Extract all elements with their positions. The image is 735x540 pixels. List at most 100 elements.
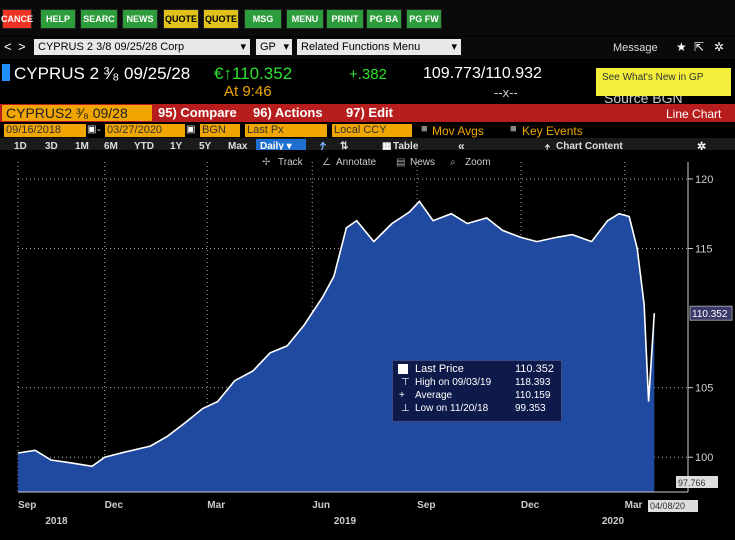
chart-toolbar: CYPRUS2 ³⁄₈ 09/28 95) Compare 96) Action… [0,104,735,122]
security-marker [2,64,10,81]
annotate-tool[interactable]: Annotate [336,157,377,168]
x-year-label: 2019 [334,516,357,527]
actions-button[interactable]: 96) Actions [253,105,323,120]
gear-icon[interactable]: ✲ [697,141,707,153]
x-year-label: 2018 [45,516,68,527]
news-key[interactable]: NEWS [122,9,158,29]
y-tick-label: 100 [695,452,713,464]
legend-high-value: 118.393 [515,377,551,388]
y-tick-label: 115 [695,244,713,256]
bid-ask: 109.773/110.932 [423,65,542,82]
key-events-checkbox[interactable]: ■ [510,123,517,135]
back-button[interactable]: < [4,39,12,54]
menu-key[interactable]: MENU [286,9,324,29]
date-marker-tag [648,500,698,512]
function-input[interactable]: GP ▾ [256,39,292,55]
annotate-icon: ∠ [322,157,331,168]
edit-button[interactable]: 97) Edit [346,105,393,120]
quote-key-1[interactable]: QUOTE [163,9,199,29]
average-marker-icon: + [399,390,405,401]
low-marker-tag [676,476,718,488]
last-price-swatch [398,364,408,374]
x-tick-label: Sep [18,500,36,511]
y-tick-label: 105 [695,383,713,395]
price-change: +.382 [349,66,387,83]
x-year-label: 2020 [602,516,625,527]
msg-key[interactable]: MSG [244,9,282,29]
search-key[interactable]: SEARC [80,9,118,29]
page-forward-key[interactable]: PG FW [406,9,442,29]
zoom-icon: ⌕ [450,157,456,168]
track-tool[interactable]: Track [278,157,303,168]
end-date-field[interactable]: 03/27/2020 [105,124,185,137]
start-date-field[interactable]: 09/16/2018 [4,124,86,137]
function-key-bar: CANCE HELP SEARC NEWS QUOTE QUOTE MSG ME… [0,0,735,36]
table-button[interactable]: Table [393,141,419,152]
period-1d[interactable]: 1D [14,141,27,152]
forward-button[interactable]: > [18,39,26,54]
y-axis: 100 105 115 120 110.352 97.766 [676,162,733,492]
view-label: Line Chart [666,107,722,121]
x-tick-label: Mar [625,500,643,511]
low-marker-tag-label: 97.766 [678,478,706,488]
x-tick-label: Jun [312,500,330,511]
quote-key-2[interactable]: QUOTE [203,9,239,29]
period-6m[interactable]: 6M [104,141,118,152]
zoom-tool[interactable]: Zoom [465,157,491,168]
last-price-tag-label: 110.352 [692,309,728,320]
collapse-icon[interactable]: « [458,139,465,153]
news-tool[interactable]: News [410,157,436,168]
legend-last-label: Last Price [415,363,464,375]
currency-field[interactable]: Local CCY [332,124,412,137]
cancel-key[interactable]: CANCE [1,9,33,29]
page-back-key[interactable]: PG BA [366,9,402,29]
x-tick-label: Dec [521,500,540,511]
ticker-label: CYPRUS 2 ³⁄₈ 09/25/28 [14,64,191,83]
period-3d[interactable]: 3D [45,141,58,152]
security-input[interactable]: CYPRUS 2 3/8 09/25/28 Corp ▾ [34,39,250,55]
message-link[interactable]: Message [613,42,658,54]
period-1y[interactable]: 1Y [170,141,183,152]
legend-avg-label: Average [415,390,453,401]
legend-high-label: High on 09/03/19 [415,377,492,388]
print-key[interactable]: PRINT [326,9,364,29]
pricing-source-field[interactable]: BGN [200,124,240,137]
track-icon: ✢ [262,157,271,168]
news-icon: ▤ [396,157,406,168]
help-key[interactable]: HELP [40,9,76,29]
gear-icon[interactable]: ✲ [714,40,725,54]
period-5y[interactable]: 5Y [199,141,212,152]
low-marker-icon: ⊥ [401,403,410,414]
chart-legend: Last Price 110.352 ⊤ High on 09/03/19 11… [392,360,562,422]
x-tick-label: Dec [105,500,124,511]
date-separator: - [97,124,101,136]
table-icon[interactable]: ▦ [382,141,392,152]
quote-time: At 9:46 [224,83,272,100]
export-icon[interactable]: ⇱ [694,40,705,54]
star-icon[interactable]: ★ [676,40,687,54]
chart-settings-row: 09/16/2018 ▣ - 03/27/2020 ▣ BGN Last Px … [0,122,735,138]
calendar-icon[interactable]: ▣ [87,124,97,135]
period-1m[interactable]: 1M [75,141,89,152]
security-short-name: CYPRUS2 ³⁄₈ 09/28 [2,105,152,121]
x-tick-label: Sep [417,500,435,511]
period-max[interactable]: Max [228,141,248,152]
related-functions-menu[interactable]: Related Functions Menu ▾ [297,39,461,55]
mov-avgs-label: Mov Avgs [432,124,484,138]
mov-avgs-checkbox[interactable]: ■ [421,123,428,135]
chevron-down-icon: ▾ [240,41,246,53]
whats-new-tooltip[interactable]: See What's New in GP [596,68,731,96]
compare-button[interactable]: 95) Compare [158,105,237,120]
legend-low-label: Low on 11/20/18 [415,403,489,414]
price-field[interactable]: Last Px [245,124,327,137]
period-ytd[interactable]: YTD [134,141,154,152]
price-line [17,200,656,468]
chevron-down-icon: ▾ [451,41,457,53]
last-price-tag [689,305,733,321]
bar-chart-icon[interactable]: ⇅ [340,141,349,152]
calendar-icon[interactable]: ▣ [186,124,196,135]
legend-last-value: 110.352 [515,363,554,375]
x-axis: Sep Dec Mar Jun Sep Dec Mar 2018 2019 2020 04/08/2… [18,491,698,527]
chart-content-button[interactable]: Chart Content [556,141,623,152]
